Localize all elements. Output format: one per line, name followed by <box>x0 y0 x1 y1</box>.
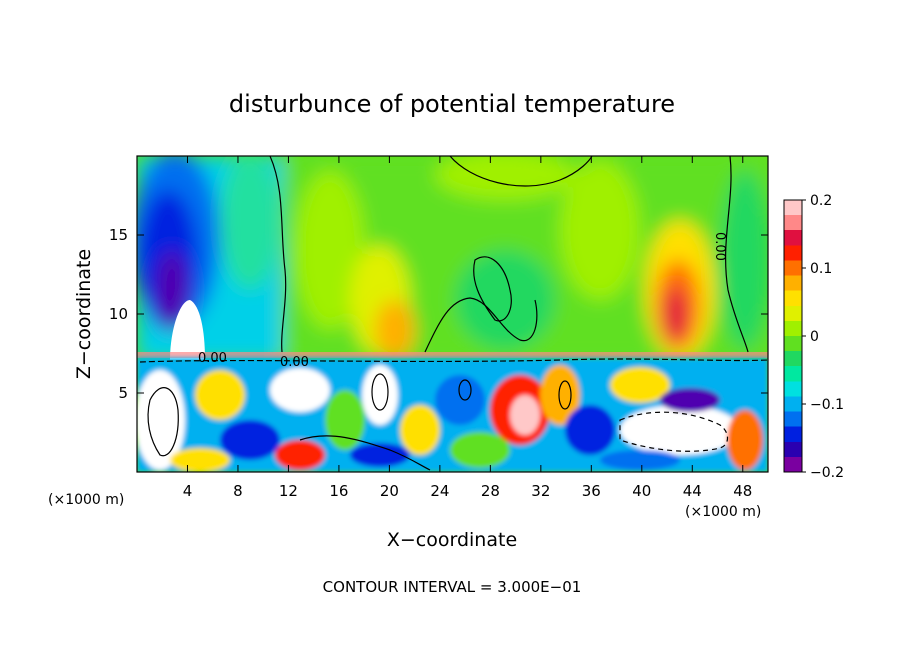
colorbar: 0.2 0.1 0 −0.1 −0.2 <box>783 193 844 481</box>
contour-line <box>449 156 593 187</box>
x-axis-label: X−coordinate <box>387 529 517 551</box>
chart-title: disturbunce of potential temperature <box>229 90 675 118</box>
contour-line <box>371 373 389 411</box>
x-tick-label: 32 <box>531 482 550 500</box>
contour-line <box>424 297 538 353</box>
x-tick-label: 12 <box>279 482 298 500</box>
x-tick-label: 28 <box>481 482 500 500</box>
y-axis: 5 10 15 <box>109 226 768 402</box>
y-tick-label: 10 <box>109 305 128 323</box>
x-tick-label: 8 <box>233 482 243 500</box>
x-tick-label: 44 <box>683 482 702 500</box>
y-axis-label: Z−coordinate <box>73 249 95 379</box>
contour-line <box>458 379 472 401</box>
contour-label: 0.00 <box>712 232 727 261</box>
contour-line <box>558 380 572 410</box>
x-tick-label: 4 <box>183 482 193 500</box>
contour-label: 0.00 <box>198 351 227 366</box>
y-tick-label: 15 <box>109 226 128 244</box>
contour-line <box>725 156 749 353</box>
colorbar-tick-label: 0.2 <box>810 193 832 209</box>
colorbar-tick-label: −0.1 <box>810 397 844 413</box>
lower-layer-blobs <box>137 358 768 472</box>
x-unit-right: (×1000 m) <box>685 504 761 520</box>
x-tick-label: 16 <box>329 482 348 500</box>
x-axis: 4 8 12 16 20 24 28 32 36 40 44 48 <box>183 156 752 500</box>
colorbar-ticks: 0.2 0.1 0 −0.1 −0.2 <box>802 193 844 481</box>
colorbar-tick-label: −0.2 <box>810 465 844 481</box>
contour-line <box>299 435 431 471</box>
contour-labels: 0.00 0.00 0.00 <box>198 232 727 370</box>
upper-layer-blobs <box>137 156 768 361</box>
contour-line <box>139 358 768 363</box>
x-tick-label: 48 <box>733 482 752 500</box>
contour-line <box>269 156 287 353</box>
x-tick-label: 40 <box>632 482 651 500</box>
contour-line <box>619 411 729 452</box>
heatmap-field: 0.00 0.00 0.00 <box>137 156 768 472</box>
colorbar-tick-label: 0 <box>810 329 819 345</box>
contour-lines <box>139 156 768 471</box>
boundary-band <box>137 352 768 358</box>
colorbar-tick-label: 0.1 <box>810 261 832 277</box>
colorbar-bar <box>783 199 803 473</box>
x-tick-label: 24 <box>430 482 449 500</box>
x-tick-label: 20 <box>380 482 399 500</box>
x-tick-label: 36 <box>582 482 601 500</box>
x-unit-left: (×1000 m) <box>48 492 124 508</box>
y-tick-label: 5 <box>118 384 128 402</box>
contour-label: 0.00 <box>280 355 309 370</box>
contour-line <box>473 256 512 322</box>
contour-interval-note: CONTOUR INTERVAL = 3.000E−01 <box>323 578 582 596</box>
contour-line <box>147 387 179 457</box>
white-lobe <box>170 300 205 360</box>
